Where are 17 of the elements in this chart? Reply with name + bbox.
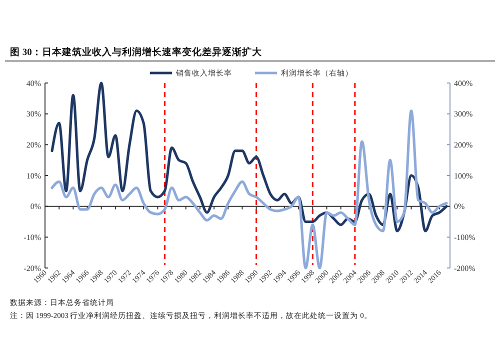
line-series (50, 82, 448, 232)
line-series (50, 109, 448, 270)
y2-tick-label: 100% (454, 171, 473, 180)
chart-title: 图 30：日本建筑业收入与利润增长速率变化差异逐渐扩大 (10, 46, 263, 58)
y-tick-label: 30% (26, 110, 42, 119)
y-tick-label: -20% (24, 264, 42, 273)
y-tick-label: 20% (26, 140, 42, 150)
y-tick-label: 0% (30, 202, 42, 212)
y-tick-label: -10% (24, 232, 42, 242)
y2-tick-label: -200% (454, 264, 476, 273)
y2-tick-label: 200% (454, 140, 473, 150)
y2-tick-label: 300% (454, 110, 473, 119)
y2-tick-label: -100% (454, 232, 476, 242)
y2-tick-label: 0% (454, 202, 465, 212)
y-tick-label: 40% (26, 78, 42, 88)
y2-tick-label: 400% (454, 78, 473, 88)
y-tick-label: 10% (26, 171, 42, 180)
